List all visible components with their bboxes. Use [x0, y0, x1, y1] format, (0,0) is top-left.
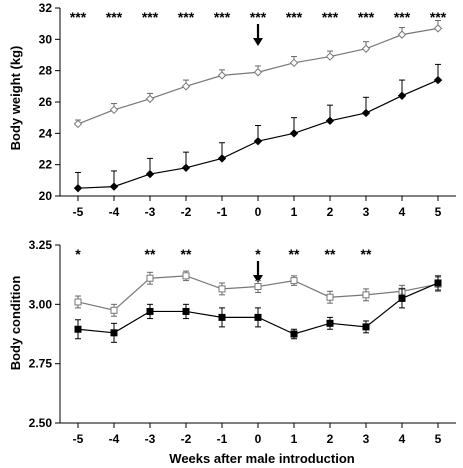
top-chart-significance-marker: *** — [358, 9, 375, 25]
top-chart-significance-marker: *** — [142, 9, 159, 25]
top-chart-significance-marker: *** — [286, 9, 303, 25]
top-chart-y-tick-label: 20 — [39, 189, 53, 203]
bottom-chart-x-tick-label: -2 — [181, 432, 192, 446]
top-chart-significance-marker: *** — [322, 9, 339, 25]
bottom-chart-x-tick-label: 3 — [363, 432, 370, 446]
bottom-chart-x-tick-label: 2 — [327, 432, 334, 446]
top-chart-x-tick-label: -5 — [73, 205, 84, 219]
top-chart-series-1-point — [361, 44, 371, 53]
bottom-chart-series-1-point — [254, 283, 262, 291]
top-chart-y-tick-label: 32 — [39, 1, 53, 15]
top-chart-x-tick-label: 1 — [291, 205, 298, 219]
bottom-chart-series-1-point — [74, 298, 82, 306]
top-chart-series-2-point — [361, 108, 371, 118]
bottom-chart-significance-marker: ** — [289, 246, 300, 262]
bottom-chart-series-1-point — [182, 272, 190, 280]
bottom-chart-series-2-point — [290, 330, 298, 338]
top-chart-series-2-point — [109, 182, 119, 191]
bottom-chart-series-1-point — [218, 285, 226, 293]
top-chart-significance-marker: *** — [214, 9, 231, 25]
top-chart-introduction-arrow-head — [253, 38, 263, 46]
top-chart-x-tick-label: 3 — [363, 205, 370, 219]
top-chart-significance-marker: *** — [250, 9, 267, 25]
top-chart-series-1-point — [253, 68, 263, 77]
bottom-chart-x-axis-title: Weeks after male introduction — [169, 451, 354, 466]
top-chart-series-1-point — [433, 24, 443, 33]
top-chart-series-2-point — [145, 169, 155, 179]
top-chart-series-1-point — [181, 82, 191, 91]
bottom-chart-series-2-point — [146, 307, 154, 315]
top-chart-significance-marker: *** — [394, 9, 411, 25]
bottom-chart-significance-marker: ** — [325, 246, 336, 262]
top-chart-y-tick-label: 24 — [39, 126, 53, 140]
top-chart-series-2-point — [73, 183, 83, 193]
bottom-chart-x-tick-label: 4 — [399, 432, 406, 446]
top-chart-x-tick-label: -2 — [181, 205, 192, 219]
top-chart-series-2-point — [217, 154, 227, 163]
top-chart-series-1-point — [109, 105, 119, 115]
bottom-chart-x-tick-label: -5 — [73, 432, 84, 446]
top-chart-significance-marker: *** — [430, 9, 447, 25]
bottom-chart-introduction-arrow-head — [253, 275, 263, 283]
bottom-chart-series-2-point — [110, 329, 118, 337]
top-chart-series-1-point — [73, 119, 83, 129]
top-chart-series-2-point — [325, 116, 335, 126]
top-chart-y-axis-title: Body weight (kg) — [8, 46, 23, 151]
top-chart-series-2-point — [397, 91, 407, 100]
bottom-chart-significance-marker: * — [75, 246, 81, 262]
top-chart-x-tick-label: 0 — [255, 205, 262, 219]
top-chart-significance-marker: *** — [178, 9, 195, 25]
top-chart-x-tick-label: -1 — [217, 205, 228, 219]
bottom-chart-significance-marker: ** — [361, 246, 372, 262]
bottom-chart-x-tick-label: 5 — [435, 432, 442, 446]
top-chart-series-2-point — [289, 129, 299, 138]
top-chart-x-tick-label: 5 — [435, 205, 442, 219]
top-chart-significance-marker: *** — [106, 9, 123, 25]
bottom-chart-series-2-point — [182, 307, 190, 315]
bottom-chart-x-tick-label: 1 — [291, 432, 298, 446]
top-chart-series-1-point — [217, 71, 227, 80]
top-chart-x-tick-label: -4 — [109, 205, 120, 219]
bottom-chart-series-2-point — [398, 294, 406, 302]
bottom-chart-series-2-point — [434, 279, 442, 287]
bottom-chart-series-2-point — [326, 319, 334, 327]
top-chart-y-tick-label: 26 — [39, 95, 53, 109]
top-chart-series-1-point — [145, 94, 155, 104]
top-chart-y-tick-label: 30 — [39, 32, 53, 46]
top-chart-x-tick-label: -3 — [145, 205, 156, 219]
bottom-chart-series-1-point — [110, 306, 118, 314]
top-chart-series-1-point — [325, 52, 335, 61]
top-chart-y-tick-label: 28 — [39, 64, 53, 78]
bottom-chart-x-tick-label: -4 — [109, 432, 120, 446]
bottom-chart-series-2-point — [254, 313, 262, 321]
bottom-chart-series-2-point — [362, 323, 370, 331]
bottom-chart-significance-marker: ** — [145, 246, 156, 262]
bottom-chart-significance-marker: ** — [181, 246, 192, 262]
bottom-chart-series-1-point — [290, 277, 298, 285]
bottom-chart-y-tick-label: 2.75 — [29, 357, 53, 371]
top-chart-series-1-point — [289, 58, 299, 68]
bottom-chart-series-1-point — [362, 291, 370, 299]
bottom-chart-series-1-point — [326, 293, 334, 301]
bottom-chart-x-tick-label: -1 — [217, 432, 228, 446]
bottom-chart-significance-marker: * — [255, 246, 261, 262]
top-chart-series-2-point — [433, 75, 443, 85]
bottom-chart-y-tick-label: 3.25 — [29, 238, 53, 252]
top-chart-series-2-point — [181, 163, 191, 173]
bottom-chart-series-1-point — [146, 274, 154, 282]
top-chart-series-2-point — [253, 136, 263, 146]
bottom-chart-series-2-point — [218, 313, 226, 321]
top-chart-x-tick-label: 2 — [327, 205, 334, 219]
bottom-chart-series-2-point — [74, 325, 82, 333]
bottom-chart-y-axis-title: Body condition — [8, 276, 23, 371]
top-chart-significance-marker: *** — [70, 9, 87, 25]
bottom-chart-y-tick-label: 3.00 — [29, 297, 53, 311]
bottom-chart-x-tick-label: -3 — [145, 432, 156, 446]
top-chart-y-tick-label: 22 — [39, 158, 53, 172]
top-chart-series-1-point — [397, 30, 407, 39]
bottom-chart-x-tick-label: 0 — [255, 432, 262, 446]
top-chart-x-tick-label: 4 — [399, 205, 406, 219]
bottom-chart-y-tick-label: 2.50 — [29, 416, 53, 430]
